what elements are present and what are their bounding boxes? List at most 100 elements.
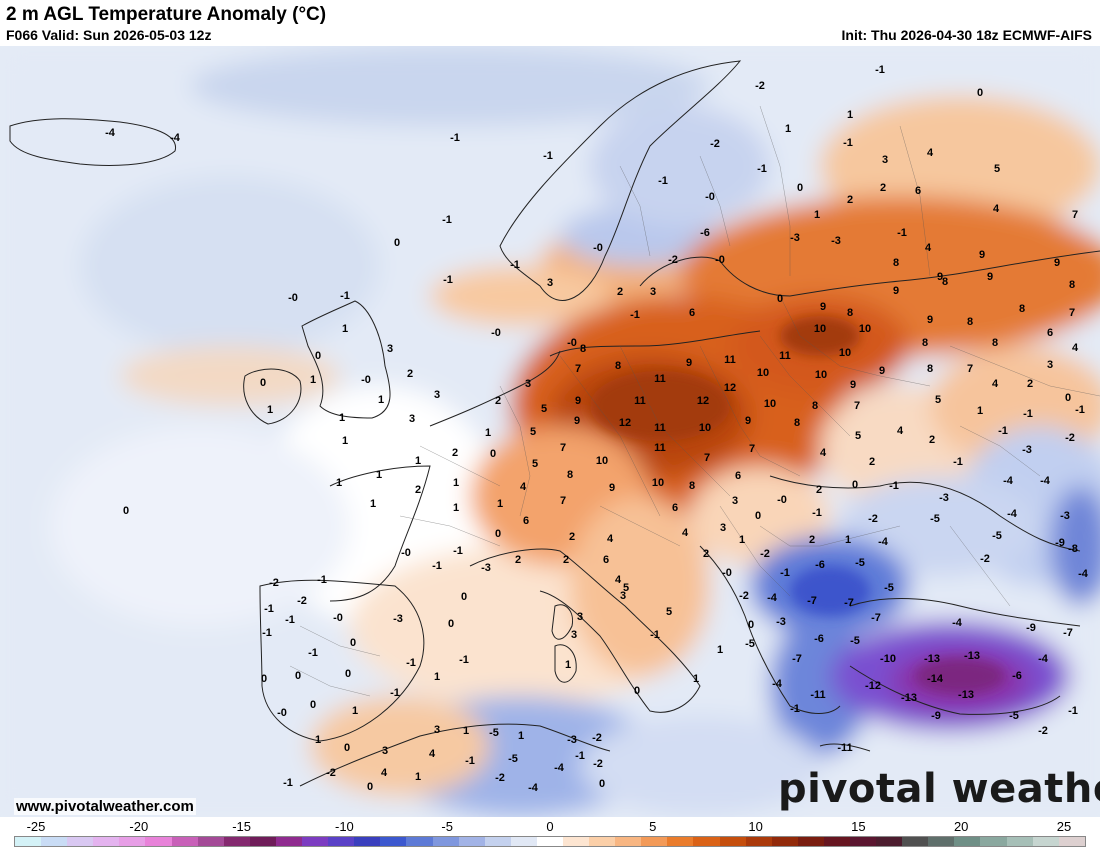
anomaly-value-label: 11 xyxy=(654,373,666,385)
colorbar-tick-label: -20 xyxy=(129,819,149,834)
colorbar-swatch xyxy=(432,837,459,846)
anomaly-value-label: -4 xyxy=(554,762,565,774)
colorbar-swatch xyxy=(484,837,511,846)
anomaly-value-label: -9 xyxy=(1055,537,1065,549)
anomaly-value-label: 2 xyxy=(452,447,458,459)
anomaly-value-label: -2 xyxy=(710,138,720,150)
anomaly-value-label: -4 xyxy=(1078,568,1089,580)
anomaly-value-label: 4 xyxy=(520,481,527,493)
colorbar-swatch xyxy=(771,837,798,846)
anomaly-value-label: 7 xyxy=(967,363,973,375)
anomaly-value-label: -1 xyxy=(443,274,453,286)
anomaly-value-label: -1 xyxy=(843,137,853,149)
anomaly-value-label: 5 xyxy=(623,582,629,594)
anomaly-value-label: -0 xyxy=(288,292,298,304)
anomaly-value-label: -7 xyxy=(844,597,854,609)
anomaly-value-label: 1 xyxy=(339,412,345,424)
anomaly-value-label: -0 xyxy=(722,567,732,579)
anomaly-value-label: 0 xyxy=(797,182,803,194)
anomaly-value-label: 9 xyxy=(893,285,899,297)
anomaly-value-label: -1 xyxy=(543,150,553,162)
anomaly-value-label: -5 xyxy=(884,582,894,594)
anomaly-value-label: -2 xyxy=(760,548,770,560)
colorbar-swatch xyxy=(980,837,1007,846)
anomaly-value-label: -1 xyxy=(264,603,274,615)
colorbar-swatch xyxy=(380,837,407,846)
anomaly-value-label: 1 xyxy=(352,705,358,717)
colorbar-tick-label: 15 xyxy=(851,819,866,834)
anomaly-value-label: -0 xyxy=(593,242,603,254)
anomaly-value-label: 6 xyxy=(603,554,609,566)
colorbar-swatch xyxy=(797,837,824,846)
anomaly-value-label: -0 xyxy=(333,612,343,624)
anomaly-value-label: 4 xyxy=(820,447,827,459)
colorbar-swatch xyxy=(406,837,433,846)
colorbar-swatch xyxy=(641,837,668,846)
anomaly-value-label: 1 xyxy=(739,534,745,546)
anomaly-map[interactable]: -4 -4 -1 -1 -1 0 -2 1 1 -1 -2 4 3 5 -1 -1 0 2 2 6 4 7 1 -0 -1 0 -6… xyxy=(0,46,1100,817)
anomaly-value-label: -1 xyxy=(308,647,318,659)
anomaly-value-label: 3 xyxy=(720,522,726,534)
anomaly-value-label: -1 xyxy=(889,480,899,492)
anomaly-value-label: -1 xyxy=(658,175,668,187)
anomaly-value-label: -1 xyxy=(1023,408,1033,420)
anomaly-value-label: 2 xyxy=(847,194,853,206)
anomaly-value-label: -5 xyxy=(1009,710,1019,722)
anomaly-value-label: 3 xyxy=(571,629,577,641)
anomaly-value-label: 3 xyxy=(434,389,440,401)
website-watermark: www.pivotalweather.com xyxy=(14,798,196,815)
anomaly-value-label: 2 xyxy=(1027,378,1033,390)
anomaly-value-label: 2 xyxy=(415,484,421,496)
colorbar-swatch xyxy=(719,837,746,846)
anomaly-value-label: 6 xyxy=(735,470,741,482)
anomaly-value-label: -1 xyxy=(1068,705,1078,717)
anomaly-value-label: 11 xyxy=(634,395,646,407)
anomaly-value-label: 8 xyxy=(942,276,948,288)
colorbar-swatch xyxy=(354,837,381,846)
anomaly-value-label: 2 xyxy=(495,395,501,407)
anomaly-value-label: 0 xyxy=(748,619,754,631)
anomaly-value-label: 0 xyxy=(344,742,350,754)
anomaly-value-label: 3 xyxy=(732,495,738,507)
colorbar-strip xyxy=(14,836,1086,847)
anomaly-value-label: 12 xyxy=(619,417,631,429)
anomaly-value-label: -5 xyxy=(850,635,860,647)
anomaly-value-label: 1 xyxy=(376,469,382,481)
colorbar-swatch xyxy=(562,837,590,846)
anomaly-value-label: -2 xyxy=(592,732,602,744)
anomaly-value-label: 1 xyxy=(267,404,273,416)
colorbar-tick-label: 5 xyxy=(649,819,657,834)
colorbar-swatch xyxy=(902,837,929,846)
anomaly-value-label: 1 xyxy=(845,534,851,546)
anomaly-value-label: 1 xyxy=(370,498,376,510)
anomaly-value-label: -0 xyxy=(401,547,411,559)
colorbar-swatch xyxy=(41,837,68,846)
anomaly-value-label: 10 xyxy=(699,422,711,434)
anomaly-value-label: 1 xyxy=(342,323,348,335)
anomaly-value-label: -1 xyxy=(283,777,293,789)
anomaly-value-label: 8 xyxy=(794,417,800,429)
anomaly-value-label: 9 xyxy=(1054,257,1060,269)
anomaly-value-label: 5 xyxy=(994,163,1000,175)
colorbar-swatch xyxy=(1058,837,1085,846)
anomaly-value-label: 8 xyxy=(812,400,818,412)
anomaly-value-label: -1 xyxy=(450,132,460,144)
anomaly-value-label: -0 xyxy=(361,374,371,386)
anomaly-value-label: 9 xyxy=(987,271,993,283)
anomaly-value-label: 1 xyxy=(977,405,983,417)
anomaly-value-label: 3 xyxy=(387,343,393,355)
anomaly-value-label: 1 xyxy=(434,671,440,683)
anomaly-value-label: -1 xyxy=(875,64,885,76)
anomaly-value-label: 0 xyxy=(977,87,983,99)
anomaly-value-label: -1 xyxy=(442,214,452,226)
anomaly-value-label: -13 xyxy=(901,692,917,704)
coastlines xyxy=(9,60,1100,787)
anomaly-value-label: 6 xyxy=(915,185,921,197)
anomaly-value-label: 8 xyxy=(893,257,899,269)
anomaly-value-label: -4 xyxy=(1003,475,1014,487)
anomaly-value-label: -14 xyxy=(927,673,944,685)
anomaly-value-label: 9 xyxy=(574,415,580,427)
anomaly-value-label: 8 xyxy=(847,307,853,319)
anomaly-value-label: 1 xyxy=(565,659,571,671)
